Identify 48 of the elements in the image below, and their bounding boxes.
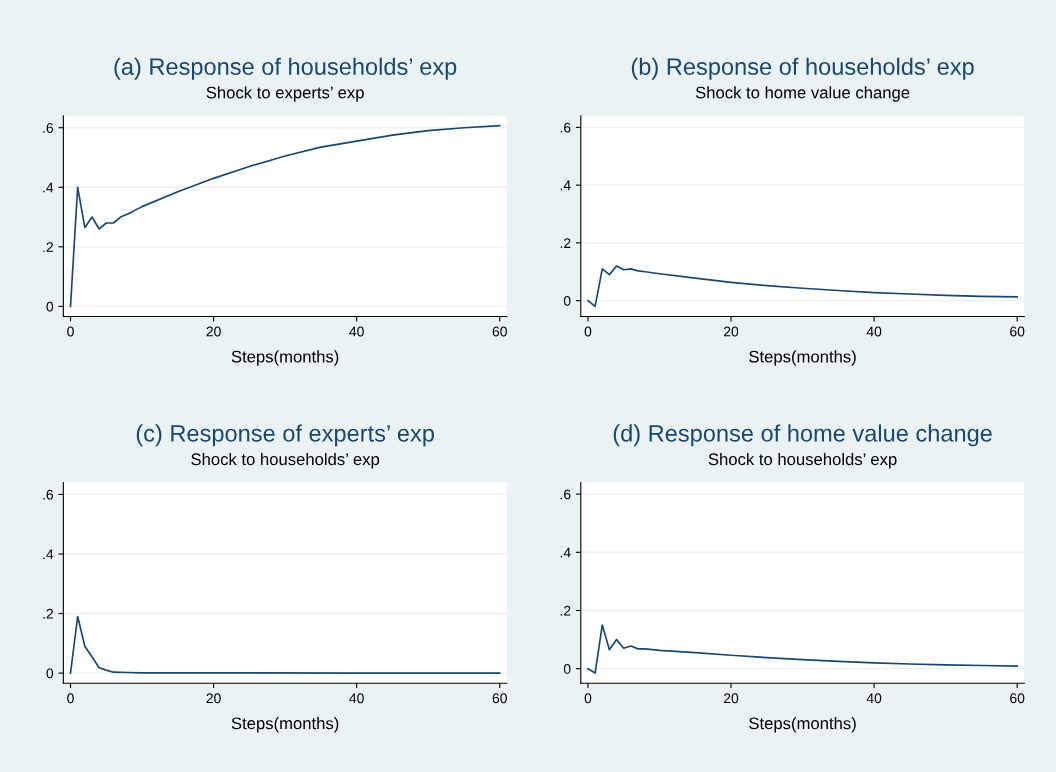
y-tick-label: 0: [563, 664, 571, 674]
chart-title: (c) Response of experts’ exp: [136, 424, 434, 447]
x-tick-label: 60: [1010, 326, 1025, 337]
x-tick-label: 40: [349, 326, 364, 337]
y-tick-label: .4: [560, 547, 571, 558]
chart-title: (b) Response of households’ exp: [631, 57, 974, 80]
y-tick-label: .6: [43, 123, 54, 133]
x-axis-title: Steps(months): [231, 350, 339, 366]
y-tick-label: .2: [43, 242, 53, 252]
x-tick-label: 40: [866, 326, 882, 337]
x-tick-label: 0: [584, 693, 592, 704]
x-tick-label: 0: [67, 693, 74, 704]
x-axis-title: Steps(months): [749, 717, 856, 733]
x-tick-label: 60: [1010, 693, 1025, 704]
chart-subtitle: Shock to experts’ exp: [206, 86, 364, 102]
y-tick-label: .2: [560, 605, 571, 616]
y-tick-label: .4: [560, 180, 571, 191]
x-tick-label: 40: [866, 693, 882, 704]
x-tick-label: 20: [206, 693, 221, 704]
chart-subtitle: Shock to households’ exp: [191, 452, 380, 469]
y-tick-label: 0: [563, 295, 571, 306]
line-series: [587, 265, 1019, 308]
x-tick-label: 20: [206, 326, 221, 337]
x-axis-title: Steps(months): [231, 717, 339, 733]
y-tick-label: .6: [560, 489, 571, 500]
line-series: [69, 615, 501, 674]
x-tick-label: 60: [492, 693, 507, 704]
chart-subtitle: Shock to households’ exp: [708, 452, 897, 469]
x-tick-label: 0: [67, 326, 74, 337]
y-tick-label: 0: [46, 668, 54, 679]
x-tick-label: 60: [492, 326, 507, 337]
y-tick-label: 0: [46, 301, 54, 312]
chart-subtitle: Shock to home value change: [695, 86, 910, 102]
y-tick-label: .6: [43, 489, 54, 500]
line-series: [69, 124, 501, 308]
x-axis-title: Steps(months): [749, 350, 856, 366]
x-tick-label: 40: [349, 693, 364, 704]
line-series: [587, 624, 1019, 674]
y-tick-label: .2: [43, 608, 53, 619]
x-tick-label: 20: [724, 693, 739, 704]
y-tick-label: .2: [560, 238, 571, 248]
chart-title: (d) Response of home value change: [613, 424, 992, 447]
y-tick-label: .6: [560, 122, 571, 133]
x-tick-label: 0: [584, 326, 592, 337]
chart-title: (a) Response of households’ exp: [114, 57, 457, 80]
y-tick-label: .4: [43, 182, 54, 193]
x-tick-label: 20: [724, 326, 739, 337]
y-tick-label: .4: [43, 549, 54, 560]
